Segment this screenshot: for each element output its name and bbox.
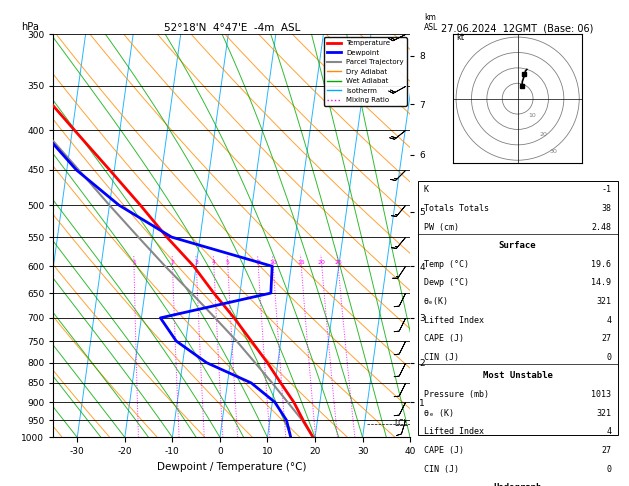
Text: 10: 10 <box>528 113 536 118</box>
Text: -1: -1 <box>601 185 611 194</box>
Text: 30: 30 <box>550 149 558 154</box>
Text: CAPE (J): CAPE (J) <box>424 446 464 455</box>
Text: 19.6: 19.6 <box>591 260 611 269</box>
Text: 38: 38 <box>601 204 611 213</box>
Text: kt: kt <box>456 33 464 42</box>
Text: Temp (°C): Temp (°C) <box>424 260 469 269</box>
Text: 321: 321 <box>596 409 611 417</box>
Text: θₑ (K): θₑ (K) <box>424 409 454 417</box>
Text: Pressure (mb): Pressure (mb) <box>424 390 489 399</box>
Text: 20: 20 <box>318 260 326 264</box>
Text: 4: 4 <box>606 315 611 325</box>
Text: Most Unstable: Most Unstable <box>482 371 553 381</box>
Text: Dewp (°C): Dewp (°C) <box>424 278 469 287</box>
Text: θₑ(K): θₑ(K) <box>424 297 449 306</box>
Text: 4: 4 <box>606 427 611 436</box>
Text: 15: 15 <box>298 260 305 264</box>
Text: LCL: LCL <box>394 419 408 428</box>
Text: 27: 27 <box>601 446 611 455</box>
Title: 27.06.2024  12GMT  (Base: 06): 27.06.2024 12GMT (Base: 06) <box>442 23 594 33</box>
Text: 27: 27 <box>601 334 611 343</box>
Text: 321: 321 <box>596 297 611 306</box>
X-axis label: Dewpoint / Temperature (°C): Dewpoint / Temperature (°C) <box>157 462 306 472</box>
Text: 0: 0 <box>606 353 611 362</box>
Text: 0: 0 <box>606 465 611 473</box>
Text: CIN (J): CIN (J) <box>424 353 459 362</box>
Text: 8: 8 <box>257 260 260 264</box>
Text: 1: 1 <box>132 260 136 264</box>
Text: Lifted Index: Lifted Index <box>424 315 484 325</box>
Text: Lifted Index: Lifted Index <box>424 427 484 436</box>
Title: 52°18'N  4°47'E  -4m  ASL: 52°18'N 4°47'E -4m ASL <box>164 23 300 33</box>
Text: 14.9: 14.9 <box>591 278 611 287</box>
Legend: Temperature, Dewpoint, Parcel Trajectory, Dry Adiabat, Wet Adiabat, Isotherm, Mi: Temperature, Dewpoint, Parcel Trajectory… <box>324 37 407 106</box>
Text: km
ASL: km ASL <box>425 13 438 32</box>
Text: PW (cm): PW (cm) <box>424 223 459 231</box>
Text: 4: 4 <box>212 260 216 264</box>
Text: 5: 5 <box>226 260 230 264</box>
Text: Totals Totals: Totals Totals <box>424 204 489 213</box>
Text: 20: 20 <box>539 132 547 137</box>
Text: 2.48: 2.48 <box>591 223 611 231</box>
Text: 1013: 1013 <box>591 390 611 399</box>
Text: 2: 2 <box>170 260 174 264</box>
Text: CAPE (J): CAPE (J) <box>424 334 464 343</box>
Text: Surface: Surface <box>499 241 537 250</box>
Text: CIN (J): CIN (J) <box>424 465 459 473</box>
Text: K: K <box>424 185 429 194</box>
Text: hPa: hPa <box>21 22 39 32</box>
Text: 10: 10 <box>269 260 277 264</box>
Text: Hodograph: Hodograph <box>494 483 542 486</box>
Text: 25: 25 <box>334 260 342 264</box>
Text: 3: 3 <box>194 260 198 264</box>
